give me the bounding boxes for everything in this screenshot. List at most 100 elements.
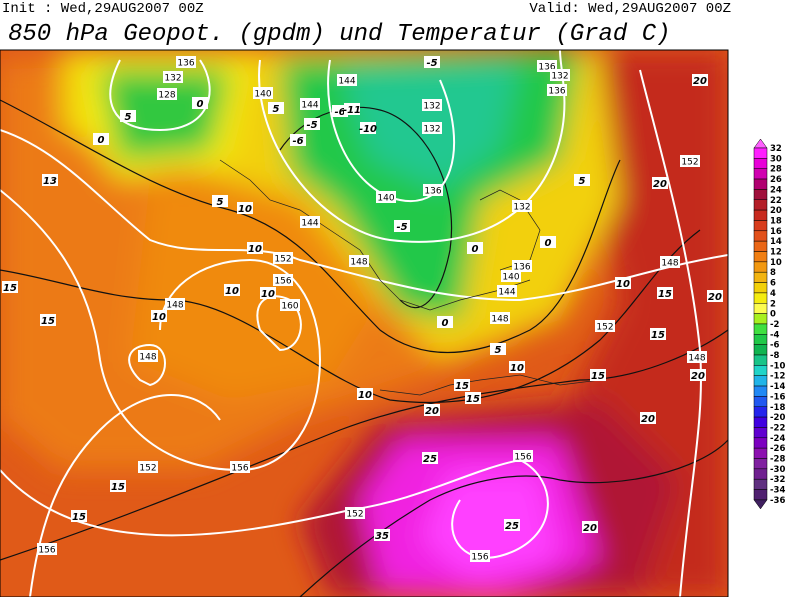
temperature-label-box [504, 519, 520, 531]
height-label-box [422, 99, 442, 111]
height-label-box [349, 255, 369, 267]
colorbar-box [753, 416, 768, 428]
colorbar-label: 26 [770, 175, 782, 185]
temperature-label: 10 [616, 279, 630, 290]
height-label: 140 [377, 194, 394, 204]
height-label: 148 [661, 259, 678, 269]
temperature-label: 15 [41, 316, 55, 327]
colorbar-box [753, 282, 768, 294]
temperature-label-box [268, 102, 284, 114]
temperature-label: 15 [591, 371, 605, 382]
temperature-label: 20 [583, 523, 597, 534]
temperature-label: 15 [651, 330, 665, 341]
temperature-label: 0 [197, 99, 204, 110]
colorbar-box [753, 271, 768, 283]
height-label: 128 [158, 91, 175, 101]
temperature-label: 15 [3, 283, 17, 294]
colorbar-box [753, 189, 768, 200]
height-label-box [337, 74, 357, 86]
temperature-label-box [574, 174, 590, 186]
temperature-label: -10 [359, 124, 377, 135]
colorbar-label: 20 [770, 206, 782, 216]
colorbar-label: -30 [770, 465, 785, 475]
temperature-label-box [490, 343, 506, 355]
temperature-label: 15 [111, 482, 125, 493]
temperature-label: 0 [545, 238, 552, 249]
height-label: 148 [350, 258, 367, 268]
colorbar-box [753, 240, 768, 252]
colorbar-label: -8 [770, 351, 780, 361]
temperature-label: 20 [693, 76, 707, 87]
height-label-box [595, 320, 615, 332]
height-label: 132 [551, 72, 568, 82]
colorbar-label: -20 [770, 413, 785, 423]
colorbar-label: 22 [770, 196, 782, 206]
height-label-box [138, 350, 158, 362]
colorbar-box [753, 199, 768, 211]
temperature-label: 5 [217, 197, 224, 208]
map-frame [0, 49, 729, 597]
temperature-label-box [212, 195, 228, 207]
height-label-box [165, 298, 185, 310]
temperature-label: -6 [334, 107, 345, 118]
colorbar-box [753, 158, 768, 169]
temperature-label: 20 [708, 292, 722, 303]
height-label: 132 [423, 102, 440, 112]
colorbar-label: 14 [770, 237, 782, 247]
height-label: 152 [681, 158, 698, 168]
temperature-label: 0 [442, 318, 449, 329]
height-label: 156 [231, 464, 248, 474]
temperature-label: 10 [238, 204, 252, 215]
height-label-box [512, 260, 532, 272]
height-label-box [273, 252, 293, 264]
height-label-box [176, 56, 196, 68]
temperature-label-box [151, 310, 167, 322]
temperature-label: 25 [505, 521, 519, 532]
map-area [0, 50, 728, 597]
colorbar-label: 24 [770, 185, 782, 195]
temperature-label-box [224, 284, 240, 296]
colorbar-box [753, 168, 768, 180]
height-label: 152 [139, 464, 156, 474]
colorbar-box [753, 323, 768, 335]
height-label-box [550, 69, 570, 81]
height-label: 144 [301, 219, 318, 229]
temperature-label: 5 [495, 345, 502, 356]
temperature-label-box [110, 480, 126, 492]
height-label-box [157, 88, 177, 100]
colorbar-box [753, 147, 768, 159]
height-label: 152 [346, 510, 363, 520]
temperature-label-box [692, 74, 708, 86]
temperature-label: 15 [455, 381, 469, 392]
init-time: Init : Wed,29AUG2007 00Z [2, 1, 204, 17]
temperature-label: 0 [472, 244, 479, 255]
height-label: 156 [274, 277, 291, 287]
temperature-label: -11 [343, 105, 361, 116]
temperature-label: 15 [658, 289, 672, 300]
temperature-label-box [652, 177, 668, 189]
temperature-label: -5 [426, 58, 437, 69]
temperature-label-box [93, 133, 109, 145]
temperature-label-box [2, 281, 18, 293]
temperature-label: -5 [396, 222, 407, 233]
height-label: 160 [281, 302, 298, 312]
colorbar-box [753, 334, 768, 345]
height-label-box [230, 461, 250, 473]
height-label-box [513, 450, 533, 462]
temperature-label-box [437, 316, 453, 328]
height-label: 156 [514, 453, 531, 463]
colorbar-label: 30 [770, 154, 782, 164]
height-label-box [376, 191, 396, 203]
temperature-label: 10 [261, 289, 275, 300]
colorbar-label: 18 [770, 216, 782, 226]
height-label-box [163, 71, 183, 83]
temperature-label-box [247, 242, 263, 254]
colorbar-label: -32 [770, 475, 785, 485]
height-label: 140 [502, 273, 519, 283]
colorbar-box [753, 447, 768, 459]
height-label-box [547, 84, 567, 96]
height-label: 148 [166, 301, 183, 311]
height-label-box [687, 351, 707, 363]
temperature-label-box [690, 369, 706, 381]
